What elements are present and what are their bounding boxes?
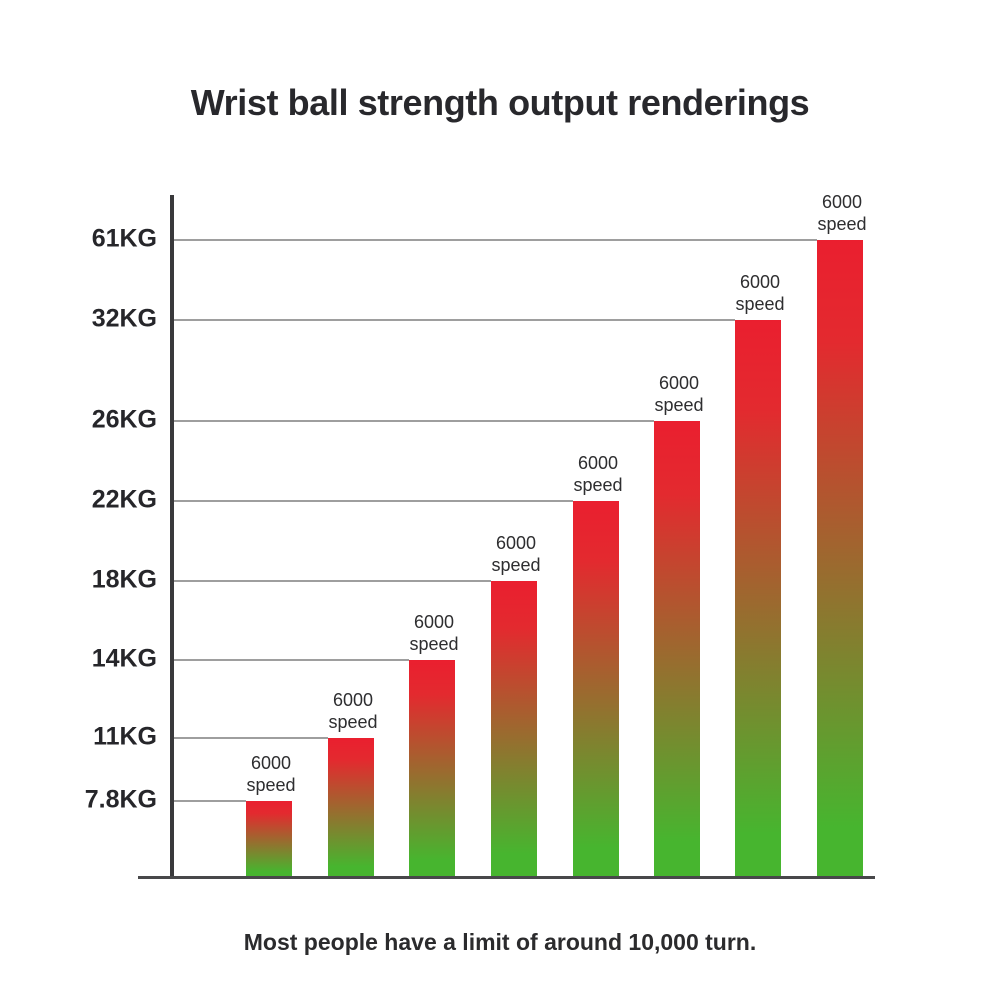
gridline [173,319,735,321]
y-axis-line [170,195,174,878]
bar-speed-label: 6000 speed [328,690,378,732]
y-axis-tick-label: 32KG [91,304,157,333]
bar [735,320,781,878]
bar-speed-label: 6000 speed [654,373,704,415]
gridline [173,239,817,241]
bar-speed-label: 6000 speed [491,533,541,575]
bar [573,501,619,878]
bar-speed-label: 6000 speed [246,753,296,795]
bar [654,421,700,878]
y-axis-tick-label: 18KG [91,565,157,594]
bar [328,738,374,878]
bar-speed-label: 6000 speed [573,453,623,495]
y-axis-tick-label: 11KG [93,722,157,751]
y-axis-tick-label: 61KG [91,224,157,253]
bar-speed-label: 6000 speed [735,272,785,314]
bar [409,660,455,878]
y-axis-tick-label: 26KG [91,405,157,434]
gridline [173,659,409,661]
bar-speed-label: 6000 speed [409,612,459,654]
y-axis-tick-label: 22KG [91,485,157,514]
chart-title: Wrist ball strength output renderings [190,82,810,123]
x-axis-line [138,876,875,879]
chart-caption: Most people have a limit of around 10,00… [243,929,757,955]
gridline [173,500,573,502]
gridline [173,580,491,582]
gridline [173,420,654,422]
y-axis-tick-label: 14KG [91,644,157,673]
bar-speed-label: 6000 speed [817,192,867,234]
bar [491,581,537,878]
y-axis-tick-label: 7.8KG [84,785,157,814]
gridline [173,737,328,739]
bar [817,240,863,878]
gridline [173,800,246,802]
bar [246,801,292,878]
